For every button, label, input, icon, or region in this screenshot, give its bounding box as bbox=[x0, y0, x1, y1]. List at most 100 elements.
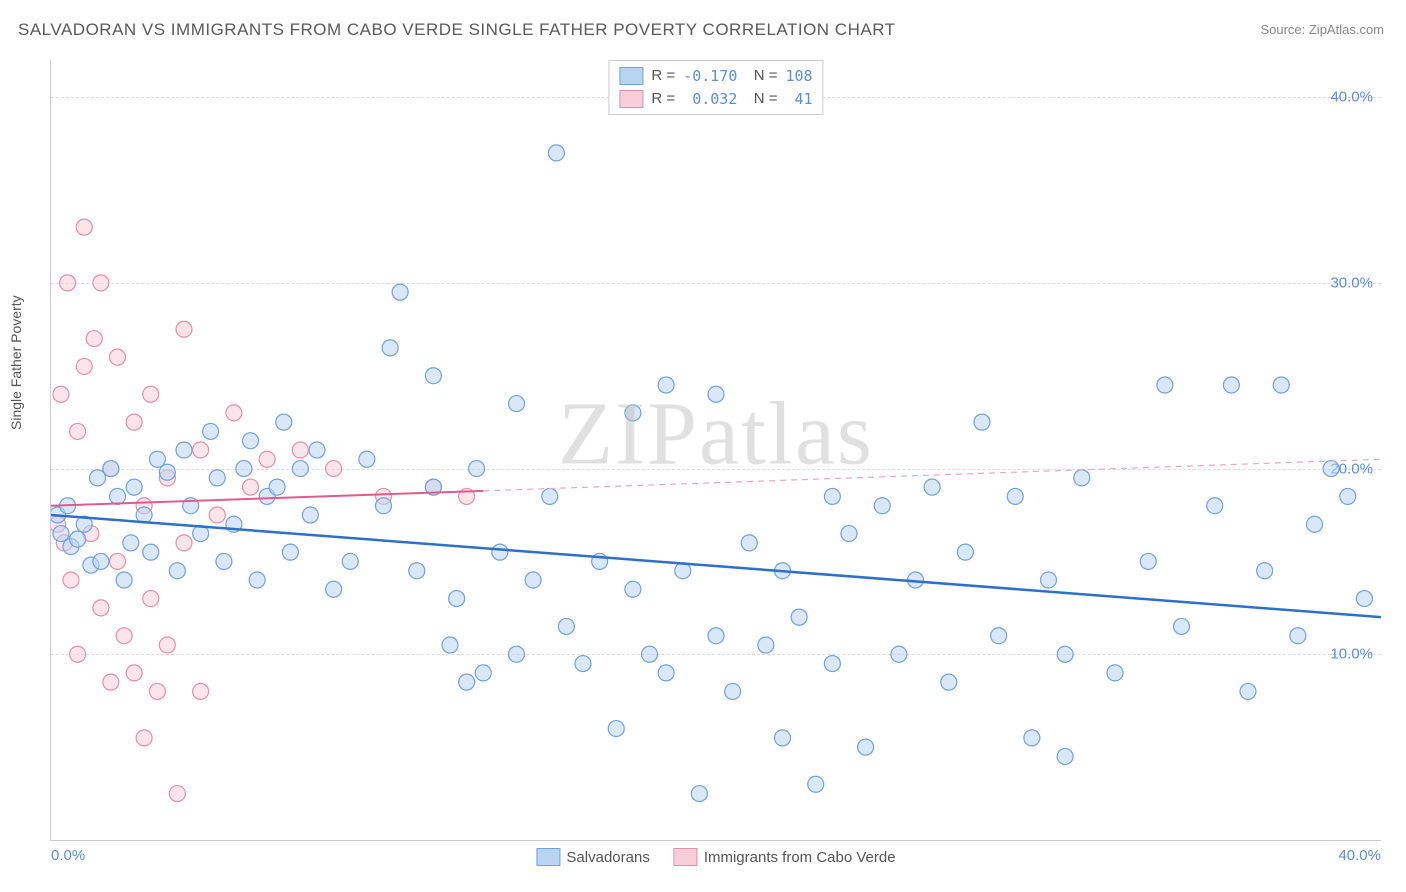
data-point bbox=[209, 507, 225, 523]
data-point bbox=[76, 219, 92, 235]
data-point bbox=[1140, 553, 1156, 569]
data-point bbox=[282, 544, 298, 560]
data-point bbox=[1074, 470, 1090, 486]
data-point bbox=[808, 776, 824, 792]
data-point bbox=[382, 340, 398, 356]
data-point bbox=[509, 646, 525, 662]
y-axis-label: Single Father Poverty bbox=[8, 295, 24, 430]
data-point bbox=[1290, 628, 1306, 644]
data-point bbox=[143, 591, 159, 607]
data-point bbox=[525, 572, 541, 588]
data-point bbox=[309, 442, 325, 458]
data-point bbox=[1223, 377, 1239, 393]
data-point bbox=[302, 507, 318, 523]
n-value-salvadorans: 108 bbox=[785, 65, 812, 88]
data-point bbox=[758, 637, 774, 653]
data-point bbox=[1107, 665, 1123, 681]
legend-label-salvadorans: Salvadorans bbox=[566, 849, 649, 866]
plot-area: R = -0.170 N = 108 R = 0.032 N = 41 ZIPa… bbox=[50, 60, 1381, 841]
r-label: R = bbox=[651, 65, 675, 88]
legend-row-salvadorans: R = -0.170 N = 108 bbox=[619, 65, 812, 88]
data-point bbox=[376, 498, 392, 514]
data-point bbox=[292, 461, 308, 477]
data-point bbox=[116, 572, 132, 588]
data-point bbox=[548, 145, 564, 161]
data-point bbox=[741, 535, 757, 551]
data-point bbox=[858, 739, 874, 755]
data-point bbox=[492, 544, 508, 560]
data-point bbox=[425, 368, 441, 384]
data-point bbox=[149, 683, 165, 699]
data-point bbox=[236, 461, 252, 477]
data-point bbox=[1174, 618, 1190, 634]
data-point bbox=[259, 451, 275, 467]
data-point bbox=[941, 674, 957, 690]
data-point bbox=[53, 386, 69, 402]
data-point bbox=[93, 600, 109, 616]
legend-label-cabo-verde: Immigrants from Cabo Verde bbox=[704, 849, 896, 866]
data-point bbox=[658, 665, 674, 681]
data-point bbox=[1273, 377, 1289, 393]
data-point bbox=[924, 479, 940, 495]
data-point bbox=[103, 674, 119, 690]
data-point bbox=[292, 442, 308, 458]
data-point bbox=[1257, 563, 1273, 579]
data-point bbox=[116, 628, 132, 644]
data-point bbox=[126, 479, 142, 495]
data-point bbox=[126, 414, 142, 430]
data-point bbox=[1240, 683, 1256, 699]
data-point bbox=[1041, 572, 1057, 588]
data-point bbox=[342, 553, 358, 569]
legend-row-cabo-verde: R = 0.032 N = 41 bbox=[619, 88, 812, 111]
data-point bbox=[1057, 646, 1073, 662]
data-point bbox=[625, 581, 641, 597]
data-point bbox=[1157, 377, 1173, 393]
data-point bbox=[542, 488, 558, 504]
data-point bbox=[791, 609, 807, 625]
data-point bbox=[76, 358, 92, 374]
data-point bbox=[1323, 461, 1339, 477]
data-point bbox=[176, 442, 192, 458]
data-point bbox=[159, 637, 175, 653]
data-point bbox=[874, 498, 890, 514]
data-point bbox=[169, 563, 185, 579]
data-point bbox=[891, 646, 907, 662]
data-point bbox=[1007, 488, 1023, 504]
data-point bbox=[110, 553, 126, 569]
data-point bbox=[216, 553, 232, 569]
swatch-salvadorans bbox=[536, 848, 560, 866]
data-point bbox=[449, 591, 465, 607]
n-label: N = bbox=[745, 88, 777, 111]
data-point bbox=[409, 563, 425, 579]
data-point bbox=[326, 461, 342, 477]
data-point bbox=[269, 479, 285, 495]
data-point bbox=[110, 488, 126, 504]
data-point bbox=[1340, 488, 1356, 504]
correlation-legend: R = -0.170 N = 108 R = 0.032 N = 41 bbox=[608, 60, 823, 115]
data-point bbox=[243, 479, 259, 495]
data-point bbox=[110, 349, 126, 365]
data-point bbox=[169, 786, 185, 802]
data-point bbox=[459, 674, 475, 690]
data-point bbox=[276, 414, 292, 430]
data-point bbox=[226, 405, 242, 421]
data-point bbox=[70, 423, 86, 439]
data-point bbox=[691, 786, 707, 802]
source-attribution: Source: ZipAtlas.com bbox=[1260, 22, 1384, 37]
data-point bbox=[708, 386, 724, 402]
data-point bbox=[1307, 516, 1323, 532]
data-point bbox=[475, 665, 491, 681]
data-point bbox=[558, 618, 574, 634]
data-point bbox=[93, 275, 109, 291]
data-point bbox=[86, 331, 102, 347]
data-point bbox=[1024, 730, 1040, 746]
legend-item-cabo-verde: Immigrants from Cabo Verde bbox=[674, 848, 896, 866]
data-point bbox=[193, 442, 209, 458]
r-value-cabo-verde: 0.032 bbox=[683, 88, 737, 111]
legend-item-salvadorans: Salvadorans bbox=[536, 848, 649, 866]
data-point bbox=[991, 628, 1007, 644]
swatch-cabo-verde bbox=[619, 90, 643, 108]
data-point bbox=[708, 628, 724, 644]
swatch-salvadorans bbox=[619, 67, 643, 85]
data-point bbox=[841, 526, 857, 542]
